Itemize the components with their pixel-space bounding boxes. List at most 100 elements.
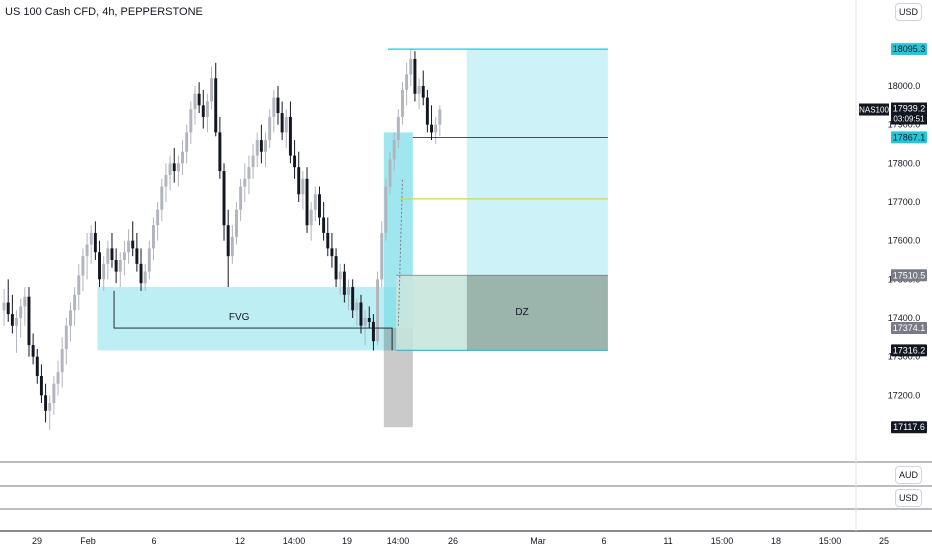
countdown-label: 03:09:51 [893,115,925,124]
candle-body [430,124,433,133]
price-tick-label: 18000.0 [888,81,921,91]
price-tick-label: 17200.0 [888,390,921,400]
candle-body [434,124,438,133]
price-tick-label: 17600.0 [888,236,921,246]
candles [2,49,442,431]
candle-body [73,294,77,311]
candle-body [15,318,18,326]
time-tick-label: 6 [601,536,606,546]
price-level-tag [891,322,927,335]
candle-body [193,93,197,110]
candle-body [23,296,27,307]
candle-body [118,260,122,272]
candle-body [152,225,155,249]
candle-body [226,225,230,257]
candle-body [52,383,56,404]
candle-body [156,209,160,226]
candle-body [376,279,380,342]
candle-body [218,132,222,172]
candle-body [276,97,280,114]
candle-body [297,167,301,195]
candle-body [351,287,355,311]
dz-label: DZ [515,307,528,318]
candle-body [230,236,234,257]
fvg-outline [113,290,393,351]
candle-body [288,116,292,156]
candle-body [31,345,35,357]
candle-body [44,395,48,411]
candle-body [388,159,392,187]
candle-body [284,116,288,133]
candle-body [81,256,85,276]
current-price-tag [891,102,927,125]
price-level-label: 17510.5 [893,270,926,280]
candle-body [56,372,60,384]
price-axis[interactable]: 17200.017300.017400.017500.017600.017700… [859,43,927,434]
time-tick-label: 29 [32,536,42,546]
candle-body [326,232,330,249]
time-tick-label: 15:00 [711,536,734,546]
candle-body [60,348,64,373]
candle-body [268,116,272,141]
candle-body [309,209,313,226]
candle-body [139,263,143,284]
candle-body [168,163,172,175]
candle-body [330,248,334,257]
candle-body [135,248,139,264]
candle-body [210,78,214,102]
candle-body [280,113,284,133]
target-box [466,49,608,276]
projection-line [397,178,403,326]
candle-body [205,101,209,117]
candle-body [201,105,205,117]
candle-body [106,248,110,264]
candle-body [392,140,396,160]
currency-button[interactable]: USD [895,3,922,21]
candle-body [127,240,131,253]
candle-body [417,86,421,94]
candle-body [110,248,114,260]
price-level-label: 17867.1 [893,132,926,142]
candle-body [189,109,193,133]
time-tick-label: Feb [80,536,96,546]
candle-body [235,209,238,237]
price-tick-label: 17800.0 [888,158,921,168]
price-level-tag [891,43,927,56]
candle-body [264,140,267,152]
candle-body [293,155,297,168]
candle-body [85,244,89,257]
candle-body [172,163,176,172]
price-level-label: 18095.3 [893,44,926,54]
candle-body [181,151,184,164]
candle-body [214,78,218,133]
candle-body [272,97,276,117]
candle-body [322,217,326,233]
candle-body [89,232,93,245]
candle-body [10,314,14,326]
price-tick-label: 17400.0 [888,313,921,323]
candle-body [371,321,375,342]
candle-body [413,58,417,94]
price-tick-label: 17300.0 [888,352,921,362]
candle-body [384,186,388,233]
candle-body [355,302,359,311]
candle-body [421,86,425,98]
price-tick-label: 17900.0 [888,120,921,130]
pane-currency-button-aud[interactable]: AUD [895,466,922,484]
price-tick-label: 17700.0 [888,197,921,207]
time-tick-label: 6 [151,536,156,546]
fvg-label: FVG [229,312,250,323]
time-tick-label: 11 [663,536,672,546]
candle-body [69,310,72,326]
time-tick-label: 14:00 [387,536,410,546]
candle-body [239,186,243,210]
symbol-title[interactable]: US 100 Cash CFD, 4h, PEPPERSTONE [5,6,203,18]
candle-body [367,318,371,322]
time-tick-label: 15:00 [819,536,842,546]
candle-body [197,93,201,106]
candle-body [401,89,404,117]
pane-currency-button-usd[interactable]: USD [895,489,922,507]
time-axis[interactable]: 29 Feb 6 12 14:00 19 14:00 26 Mar 6 11 15:00 18 15:00… [32,536,889,546]
candle-body [122,252,126,260]
